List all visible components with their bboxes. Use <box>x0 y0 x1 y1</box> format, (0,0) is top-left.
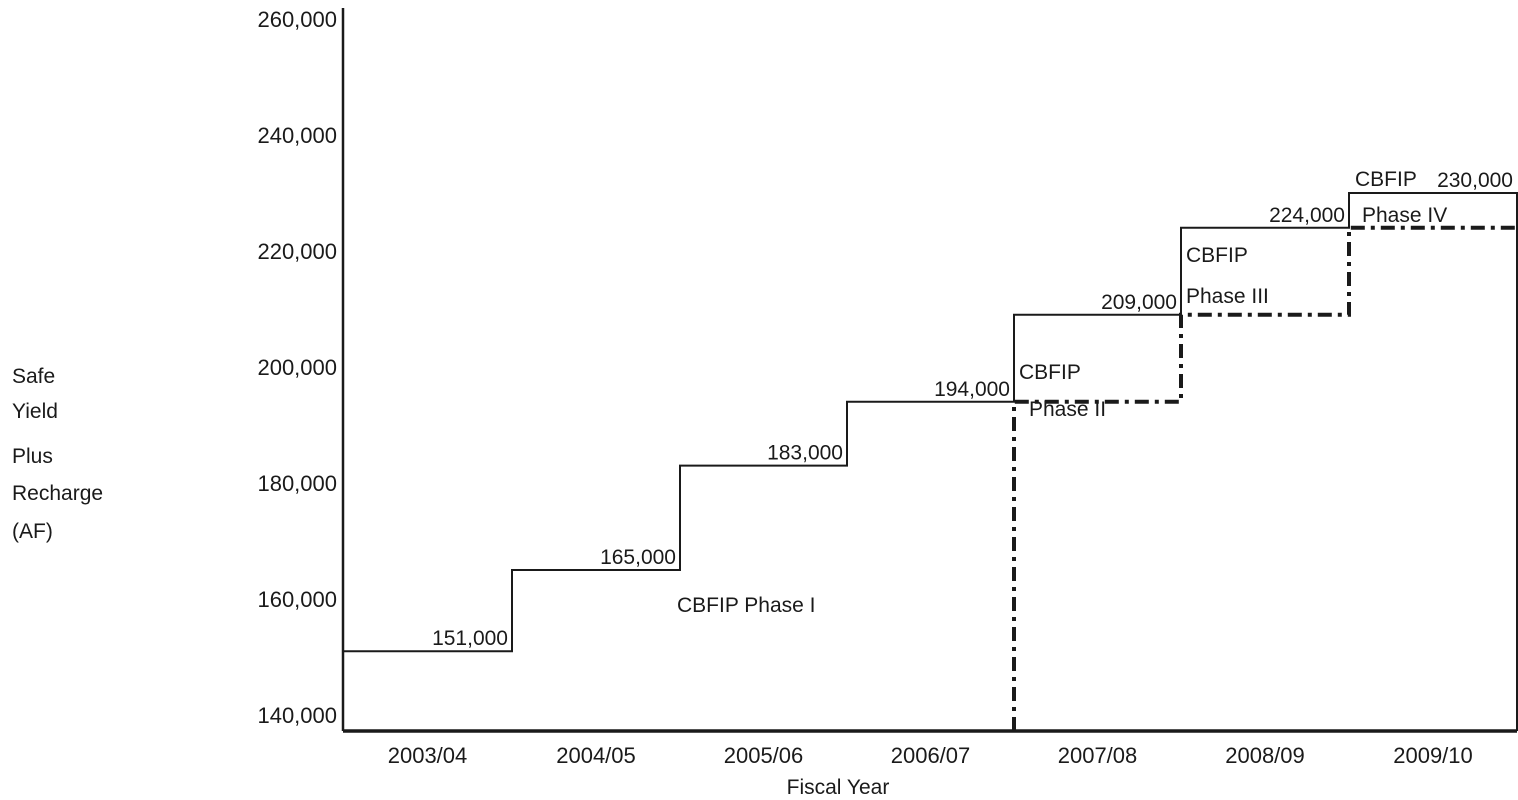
phase-annotation-label: CBFIP <box>1186 244 1248 267</box>
y-tick-label: 200,000 <box>257 355 337 380</box>
series-dashdot-step-line <box>1012 225 1517 731</box>
x-tick-label: 2006/07 <box>891 743 971 768</box>
y-axis-title-line: Safe <box>12 365 55 388</box>
y-axis-title-line: Plus <box>12 445 53 468</box>
axes <box>341 8 1517 733</box>
x-tick-label: 2005/06 <box>724 743 804 768</box>
phase-annotation-label: CBFIP Phase I <box>677 594 816 617</box>
x-tick-label: 2007/08 <box>1058 743 1138 768</box>
y-axis-title-line: Yield <box>12 400 58 423</box>
data-value-label: 151,000 <box>432 627 508 650</box>
series-solid-step-line <box>343 192 1518 731</box>
phase-annotation-label: Phase III <box>1186 285 1269 308</box>
x-tick-label: 2009/10 <box>1393 743 1473 768</box>
y-tick-label: 160,000 <box>257 587 337 612</box>
y-axis-title-line: (AF) <box>12 520 53 543</box>
y-tick-label: 140,000 <box>257 703 337 728</box>
x-tick-label: 2003/04 <box>388 743 468 768</box>
y-tick-label: 260,000 <box>257 7 337 32</box>
x-tick-label: 2004/05 <box>556 743 636 768</box>
x-tick-label: 2008/09 <box>1225 743 1305 768</box>
series-lines <box>343 192 1518 731</box>
data-value-label: 165,000 <box>600 546 676 569</box>
data-value-label: 183,000 <box>767 442 843 465</box>
phase-annotation-label: CBFIP <box>1019 361 1081 384</box>
tick-labels: 140,000 160,000 180,000 200,000 220,000 240,0… <box>257 7 1472 768</box>
phase-annotation-label: Phase II <box>1029 398 1106 421</box>
data-value-label: 194,000 <box>934 378 1010 401</box>
data-value-label: 230,000 <box>1437 169 1513 192</box>
data-value-label: 224,000 <box>1269 204 1345 227</box>
phase-annotation-label: Phase IV <box>1362 204 1447 227</box>
value-labels: 151,000 165,000 183,000 194,000 209,000 224,0… <box>432 169 1513 650</box>
y-tick-label: 180,000 <box>257 471 337 496</box>
axis-titles: Fiscal Year Safe Yield Plus Recharge (AF) <box>12 365 889 799</box>
y-tick-label: 240,000 <box>257 123 337 148</box>
phase-annotations: CBFIP Phase I CBFIP Phase II CBFIP Phase III… <box>677 168 1447 617</box>
data-value-label: 209,000 <box>1101 291 1177 314</box>
y-tick-label: 220,000 <box>257 239 337 264</box>
phase-annotation-label: CBFIP <box>1355 168 1417 191</box>
y-axis-title-line: Recharge <box>12 482 103 505</box>
x-axis-title: Fiscal Year <box>787 776 890 799</box>
